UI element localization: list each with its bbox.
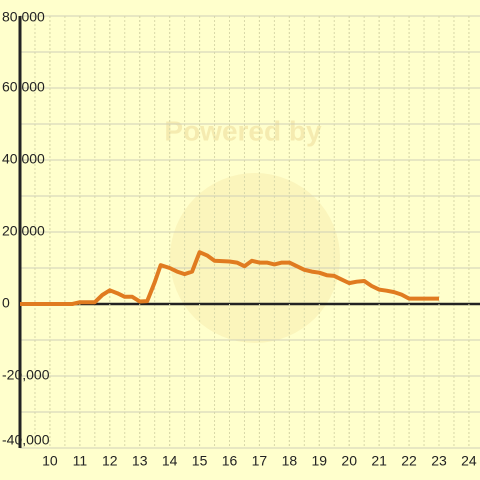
x-tick-label: 10 — [42, 453, 58, 469]
x-tick-label: 16 — [222, 453, 238, 469]
y-tick-label: 60,000 — [2, 79, 45, 95]
x-tick-label: 18 — [282, 453, 298, 469]
x-tick-label: 21 — [371, 453, 387, 469]
x-tick-label: 12 — [102, 453, 118, 469]
x-tick-label: 17 — [252, 453, 268, 469]
x-tick-label: 19 — [311, 453, 327, 469]
line-series — [20, 250, 439, 306]
watermark: Powered by — [164, 115, 322, 146]
x-tick-label: 23 — [431, 453, 447, 469]
x-tick-label: 15 — [192, 453, 208, 469]
y-tick-label: 0 — [2, 295, 10, 311]
y-tick-label: 40,000 — [2, 151, 45, 167]
x-tick-label: 22 — [401, 453, 417, 469]
x-tick-label: 13 — [132, 453, 148, 469]
watermark-logo — [170, 173, 340, 343]
x-tick-label: 11 — [73, 453, 88, 469]
x-tick-label: 24 — [461, 453, 477, 469]
x-tick-label: 14 — [162, 453, 178, 469]
y-tick-label: -20,000 — [2, 367, 50, 383]
x-tick-label: 20 — [341, 453, 357, 469]
y-tick-label: 80,000 — [2, 9, 45, 25]
y-tick-label: 20,000 — [2, 223, 45, 239]
y-tick-label: -40,000 — [2, 432, 50, 448]
